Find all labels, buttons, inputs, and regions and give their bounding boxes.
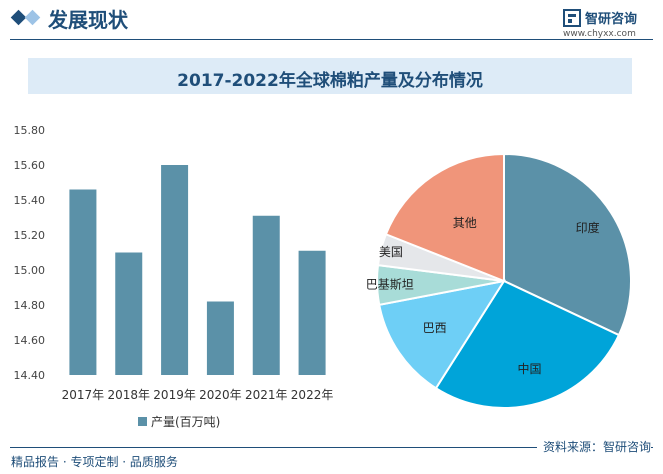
brand-name: 智研咨询 (585, 12, 638, 27)
x-tick-label: 2020年 (199, 388, 242, 402)
x-tick-label: 2019年 (153, 388, 196, 402)
legend-swatch (138, 417, 147, 426)
section-title: 发展现状 (48, 8, 128, 32)
brand-url: www.chyxx.com (563, 29, 636, 39)
y-tick-label: 14.80 (14, 299, 46, 312)
footer-tagline: 精品报告 · 专项定制 · 品质服务 (11, 455, 178, 469)
chart-title: 2017-2022年全球棉粕产量及分布情况 (177, 71, 483, 91)
x-tick-label: 2017年 (62, 388, 105, 402)
x-tick-label: 2022年 (291, 388, 334, 402)
y-tick-label: 15.20 (14, 229, 46, 242)
pie-slice-label: 印度 (576, 220, 600, 235)
bar (115, 252, 143, 375)
chart-title-bar: 2017-2022年全球棉粕产量及分布情况 (28, 58, 632, 94)
source-note: 资料来源：智研咨询 (536, 438, 651, 455)
bar (252, 215, 280, 375)
x-tick-label: 2018年 (107, 388, 150, 402)
pie-slice (378, 279, 507, 390)
y-tick-label: 15.60 (14, 159, 46, 172)
pie-slice-label: 中国 (518, 361, 542, 376)
pie-slice-label: 巴基斯坦 (366, 278, 414, 292)
pie-slice (434, 279, 621, 409)
y-tick-label: 15.00 (14, 264, 46, 277)
pie-slice (503, 152, 632, 337)
brand-logo: 智研咨询 www.chyxx.com (563, 8, 653, 42)
bar (206, 301, 234, 375)
bar (161, 165, 189, 375)
bar (69, 189, 97, 375)
y-tick-label: 14.40 (14, 369, 46, 382)
pie-slice-label: 巴西 (423, 321, 447, 335)
pie-slice-label: 其他 (453, 216, 477, 230)
brand-logo-icon (563, 9, 581, 27)
bar (298, 250, 326, 375)
pie-slice (384, 152, 505, 283)
y-tick-label: 15.80 (14, 124, 46, 137)
x-tick-label: 2021年 (245, 388, 288, 402)
footer-divider (10, 447, 653, 448)
y-tick-label: 14.60 (14, 334, 46, 347)
legend-label: 产量(百万吨) (151, 415, 220, 429)
pie-slice-label: 美国 (379, 245, 403, 259)
y-tick-label: 15.40 (14, 194, 46, 207)
header-divider (10, 39, 653, 40)
